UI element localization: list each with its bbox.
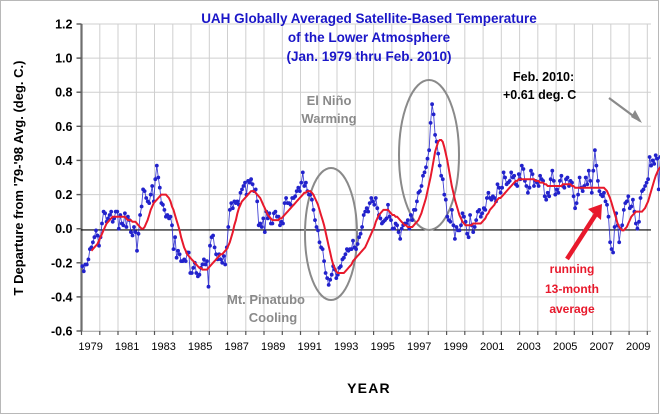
running-avg-label-line2: 13-month [545, 282, 599, 296]
x-tick-label: 1987 [224, 341, 248, 353]
x-tick-label: 1989 [261, 341, 285, 353]
y-tick-label: -0.2 [51, 256, 73, 270]
running-avg-label-line1: running [550, 262, 595, 276]
y-tick-label: 1.0 [55, 52, 72, 66]
data-series-layer [80, 102, 660, 289]
el-nino-label-line2: Warming [301, 111, 356, 126]
running-average-annotation: running 13-month average [545, 204, 602, 316]
feb2010-label-line2: +0.61 deg. C [503, 88, 576, 102]
x-tick-label: 2009 [626, 341, 650, 353]
y-tick-label: 0.4 [55, 154, 72, 168]
x-tick-label: 1995 [370, 341, 394, 353]
y-axis-tick-marks [76, 23, 82, 332]
x-tick-label: 2001 [480, 341, 504, 353]
y-tick-label: -0.4 [51, 290, 73, 304]
pinatubo-label-line1: Mt. Pinatubo [227, 292, 305, 307]
chart-title-line2: of the Lower Atmosphere [288, 30, 451, 45]
x-tick-label: 2005 [553, 341, 577, 353]
x-tick-label: 1979 [78, 341, 102, 353]
x-tick-label: 1999 [443, 341, 467, 353]
y-tick-label: 1.2 [55, 18, 72, 32]
x-tick-label: 1985 [188, 341, 212, 353]
y-tick-label: 0.2 [55, 188, 72, 202]
x-axis-tick-marks [80, 331, 648, 335]
y-axis-tick-labels: 1.2 1.0 0.8 0.6 0.4 0.2 0.0 -0.2 -0.4 -0.6 [51, 18, 73, 339]
x-tick-label: 1993 [334, 341, 358, 353]
y-tick-label: 0.6 [55, 120, 72, 134]
x-tick-label: 1981 [115, 341, 139, 353]
el-nino-annotation: El Niño Warming [301, 93, 356, 126]
pinatubo-annotation: Mt. Pinatubo Cooling [227, 292, 305, 325]
running-avg-label-line3: average [549, 302, 595, 316]
x-axis-label: YEAR [347, 380, 391, 396]
x-axis-tick-labels: 1979 1981 1983 1985 1987 1989 1991 1993 1995 1997… [78, 341, 650, 353]
feb2010-arrow-icon [608, 97, 642, 123]
el-nino-warming-ellipse [398, 79, 460, 231]
el-nino-label-line1: El Niño [307, 93, 352, 108]
chart-title-line1: UAH Globally Averaged Satellite-Based Te… [201, 11, 537, 26]
y-tick-label: -0.6 [51, 325, 73, 339]
x-tick-label: 1983 [151, 341, 175, 353]
y-tick-label: 0.8 [55, 86, 72, 100]
y-tick-label: 0.0 [55, 222, 72, 236]
x-tick-label: 1997 [407, 341, 431, 353]
x-tick-label: 2007 [589, 341, 613, 353]
chart-title-line3: (Jan. 1979 thru Feb. 2010) [286, 49, 451, 64]
running-avg-arrow-icon [565, 204, 602, 261]
y-axis-label: T Departure from '79-'98 Avg. (deg. C.) [11, 61, 26, 296]
pinatubo-label-line2: Cooling [249, 310, 297, 325]
monthly-anomaly-markers [80, 102, 660, 289]
running-average-line [90, 139, 660, 274]
pinatubo-cooling-ellipse [304, 167, 358, 301]
x-tick-label: 1991 [297, 341, 321, 353]
feb2010-label-line1: Feb. 2010: [513, 70, 574, 84]
feb2010-annotation: Feb. 2010: +0.61 deg. C [503, 70, 642, 123]
x-tick-label: 2003 [516, 341, 540, 353]
